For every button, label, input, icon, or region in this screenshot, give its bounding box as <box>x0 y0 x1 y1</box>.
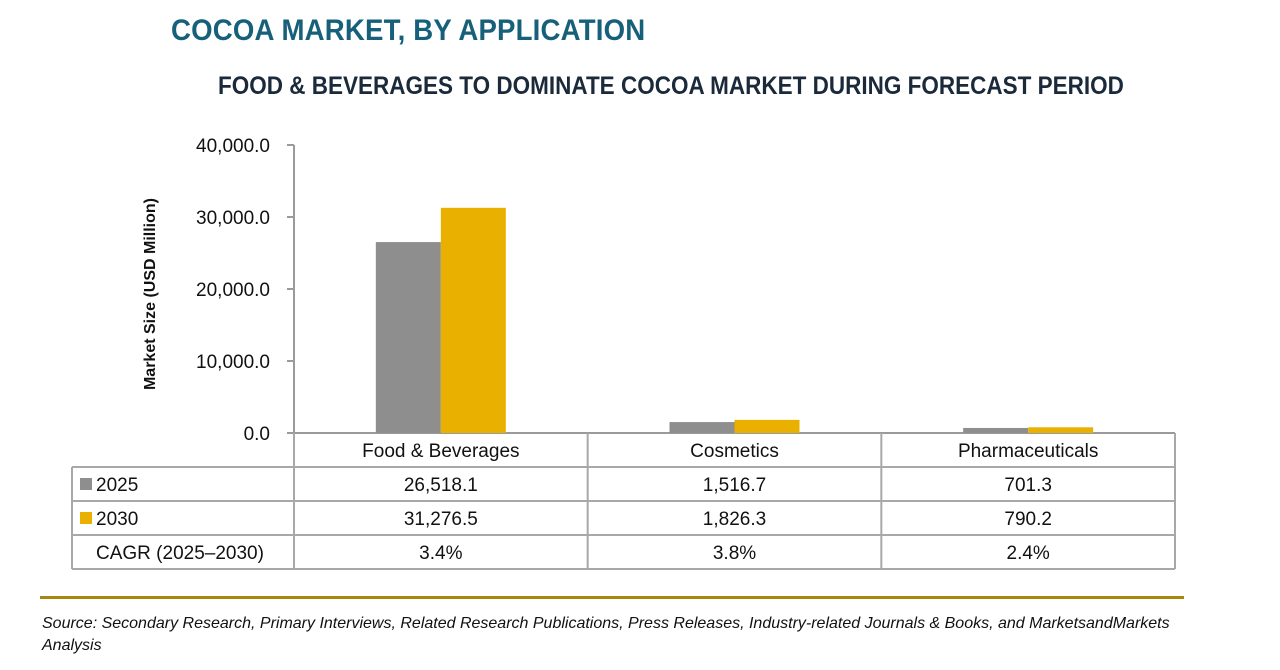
y-axis-label: Market Size (USD Million) <box>142 198 159 390</box>
table-cell: 790.2 <box>1004 509 1052 530</box>
y-tick-label: 30,000.0 <box>196 208 270 229</box>
bar-2030-0 <box>440 207 506 433</box>
bars <box>375 207 1094 433</box>
table-cell: 1,516.7 <box>703 475 766 496</box>
category-label: Food & Beverages <box>362 441 519 462</box>
table-cell: 701.3 <box>1004 475 1052 496</box>
category-label: Pharmaceuticals <box>958 441 1098 462</box>
category-label: Cosmetics <box>690 441 779 462</box>
table-cell: 26,518.1 <box>404 475 478 496</box>
bar-chart: 0.0 10,000.0 20,000.0 30,000.0 40,000.0 Mark… <box>71 136 1176 570</box>
chart-subtitle: FOOD & BEVERAGES TO DOMINATE COCOA MARKE… <box>218 72 1124 100</box>
table-cell: 2.4% <box>1007 543 1050 564</box>
bar-2025-0 <box>375 242 441 433</box>
legend-swatch-2025 <box>80 478 92 490</box>
bar-2030-1 <box>734 419 800 433</box>
y-tick-label: 20,000.0 <box>196 280 270 301</box>
table-cell: 31,276.5 <box>404 509 478 530</box>
source-divider <box>40 596 1184 599</box>
legend-label: 2030 <box>96 509 138 530</box>
bar-2030-2 <box>1028 427 1094 433</box>
data-table: Food & Beverages Cosmetics Pharmaceuticals… <box>71 433 1176 570</box>
source-note: Source: Secondary Research, Primary Inte… <box>42 615 1170 654</box>
bar-2025-1 <box>669 422 735 433</box>
table-cell: 3.4% <box>419 543 462 564</box>
row-label: CAGR (2025–2030) <box>96 543 264 564</box>
y-tick-label: 0.0 <box>244 424 270 445</box>
legend-swatch-2030 <box>80 512 92 524</box>
bar-2025-2 <box>963 427 1029 433</box>
legend-label: 2025 <box>96 475 138 496</box>
table-cell: 3.8% <box>713 543 756 564</box>
table-cell: 1,826.3 <box>703 509 766 530</box>
y-tick-label: 10,000.0 <box>196 352 270 373</box>
y-tick-label: 40,000.0 <box>196 136 270 157</box>
chart-title: COCOA MARKET, BY APPLICATION <box>171 14 646 47</box>
y-axis: 0.0 10,000.0 20,000.0 30,000.0 40,000.0 <box>196 136 1175 445</box>
